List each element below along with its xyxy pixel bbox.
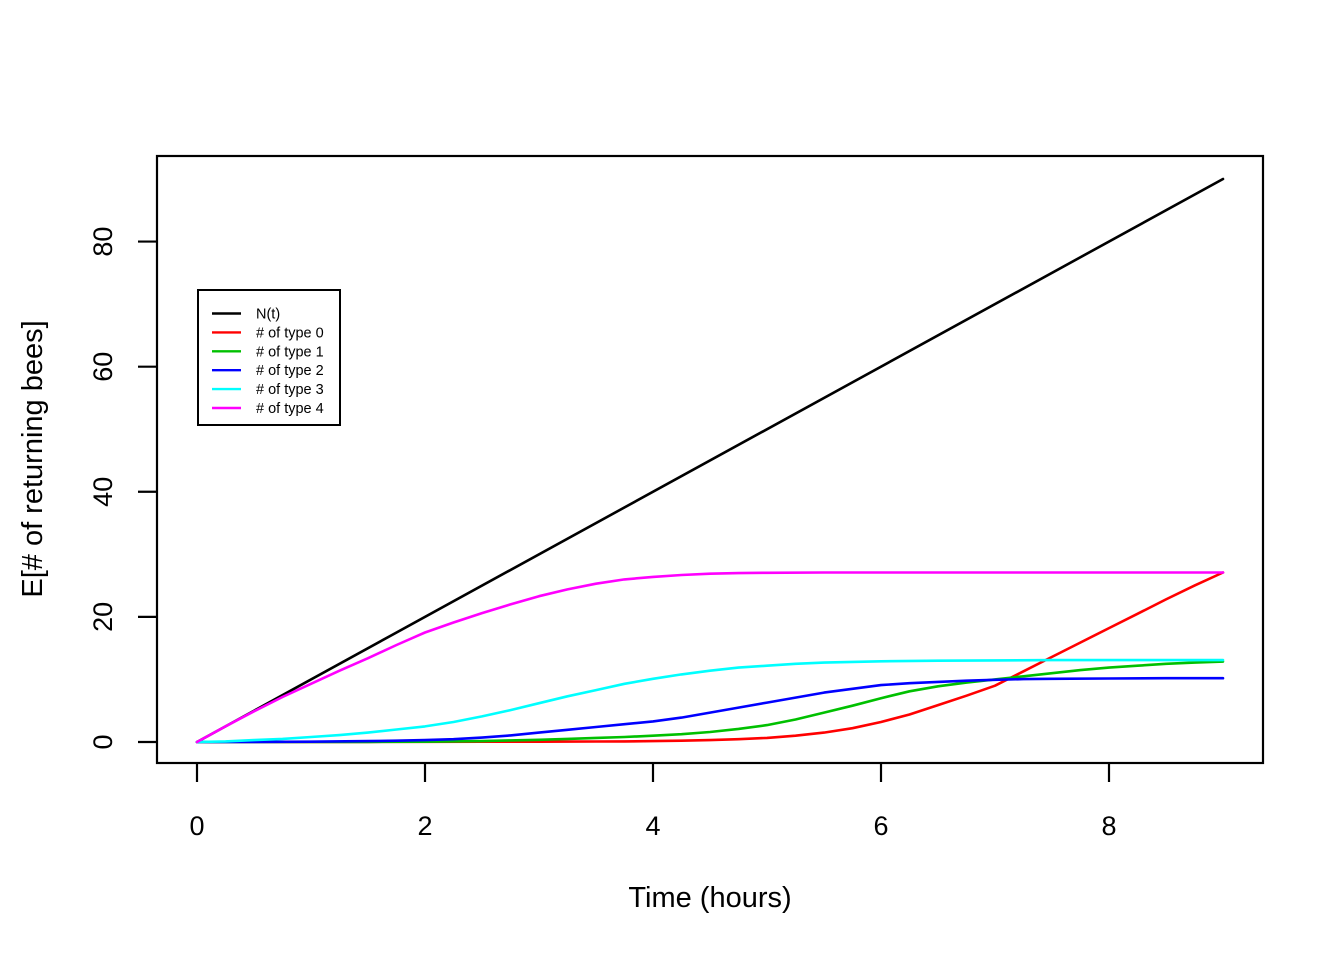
legend-label: # of type 4 bbox=[256, 401, 324, 417]
x-tick-label: 4 bbox=[645, 811, 660, 841]
legend-label: # of type 1 bbox=[256, 344, 324, 360]
x-tick-label: 2 bbox=[417, 811, 432, 841]
legend-label: # of type 0 bbox=[256, 325, 324, 341]
y-axis-title: E[# of returning bees] bbox=[17, 320, 49, 597]
y-tick-label: 80 bbox=[88, 227, 118, 257]
plot-border bbox=[155, 154, 1265, 765]
legend-label: N(t) bbox=[256, 307, 280, 323]
legend-label: # of type 3 bbox=[256, 382, 324, 398]
y-tick-label: 40 bbox=[88, 477, 118, 507]
series-line--of-type-1 bbox=[195, 660, 1225, 744]
series-line-n-t- bbox=[195, 177, 1225, 744]
y-tick-label: 60 bbox=[88, 352, 118, 382]
x-axis-title: Time (hours) bbox=[628, 882, 791, 914]
y-tick-label: 0 bbox=[88, 734, 118, 749]
legend-label: # of type 2 bbox=[256, 363, 324, 379]
x-tick-label: 8 bbox=[1101, 811, 1116, 841]
series-line--of-type-2 bbox=[195, 676, 1225, 744]
series-line--of-type-3 bbox=[195, 658, 1225, 744]
x-tick-label: 6 bbox=[873, 811, 888, 841]
y-tick-label: 20 bbox=[88, 602, 118, 632]
series-line--of-type-4 bbox=[195, 571, 1225, 744]
x-tick-label: 0 bbox=[189, 811, 204, 841]
